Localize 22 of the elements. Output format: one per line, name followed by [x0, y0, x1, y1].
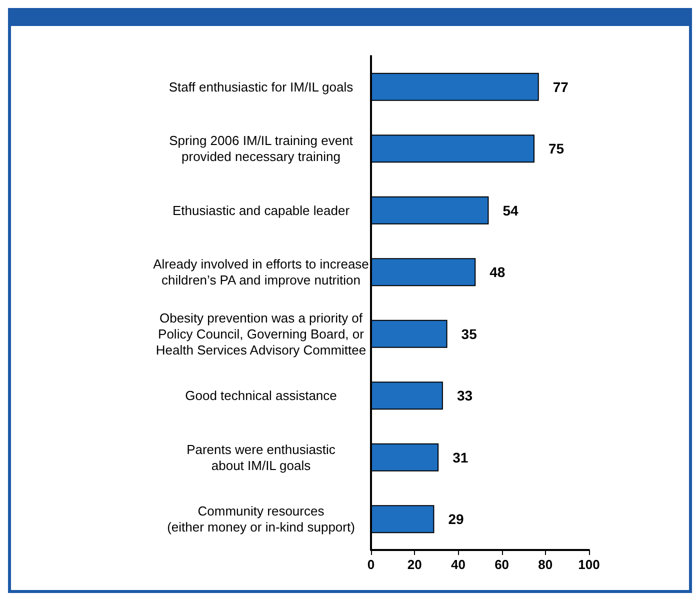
y-tick-label: Good technical assistance — [185, 388, 337, 404]
data-label: 75 — [548, 140, 564, 157]
data-label: 33 — [456, 388, 473, 404]
data-label: 48 — [490, 264, 506, 280]
x-tick-label: 0 — [367, 557, 375, 572]
y-tick-label: Already involved in efforts to increase children’s PA and improve nutrition — [153, 256, 369, 288]
data-label: 29 — [448, 511, 464, 528]
x-tick-label: 20 — [407, 557, 422, 572]
data-label: 35 — [461, 326, 478, 342]
data-label: 54 — [502, 202, 519, 218]
x-tick-label: 80 — [538, 557, 553, 572]
y-tick-label: Parents were enthusiastic about IM/IL goals — [186, 442, 336, 473]
y-tick-label: Obesity prevention was a priority of Policy Council, Governing Board, or Health Services Advisory Committee — [156, 310, 366, 358]
data-label: 77 — [552, 78, 569, 95]
y-tick-label: Spring 2006 IM/IL training event provided necessary training — [169, 133, 354, 164]
x-tick-label: 40 — [450, 557, 466, 572]
x-tick-label: 100 — [578, 557, 600, 572]
x-tick-label: 60 — [494, 557, 510, 572]
y-tick-label: Ethusiastic and capable leader — [172, 202, 350, 218]
y-tick-label: Staff enthusiastic for IM/IL goals — [168, 79, 354, 94]
data-label: 31 — [452, 449, 468, 466]
y-tick-label: Community resources (either money or in-kind support) — [167, 504, 355, 535]
